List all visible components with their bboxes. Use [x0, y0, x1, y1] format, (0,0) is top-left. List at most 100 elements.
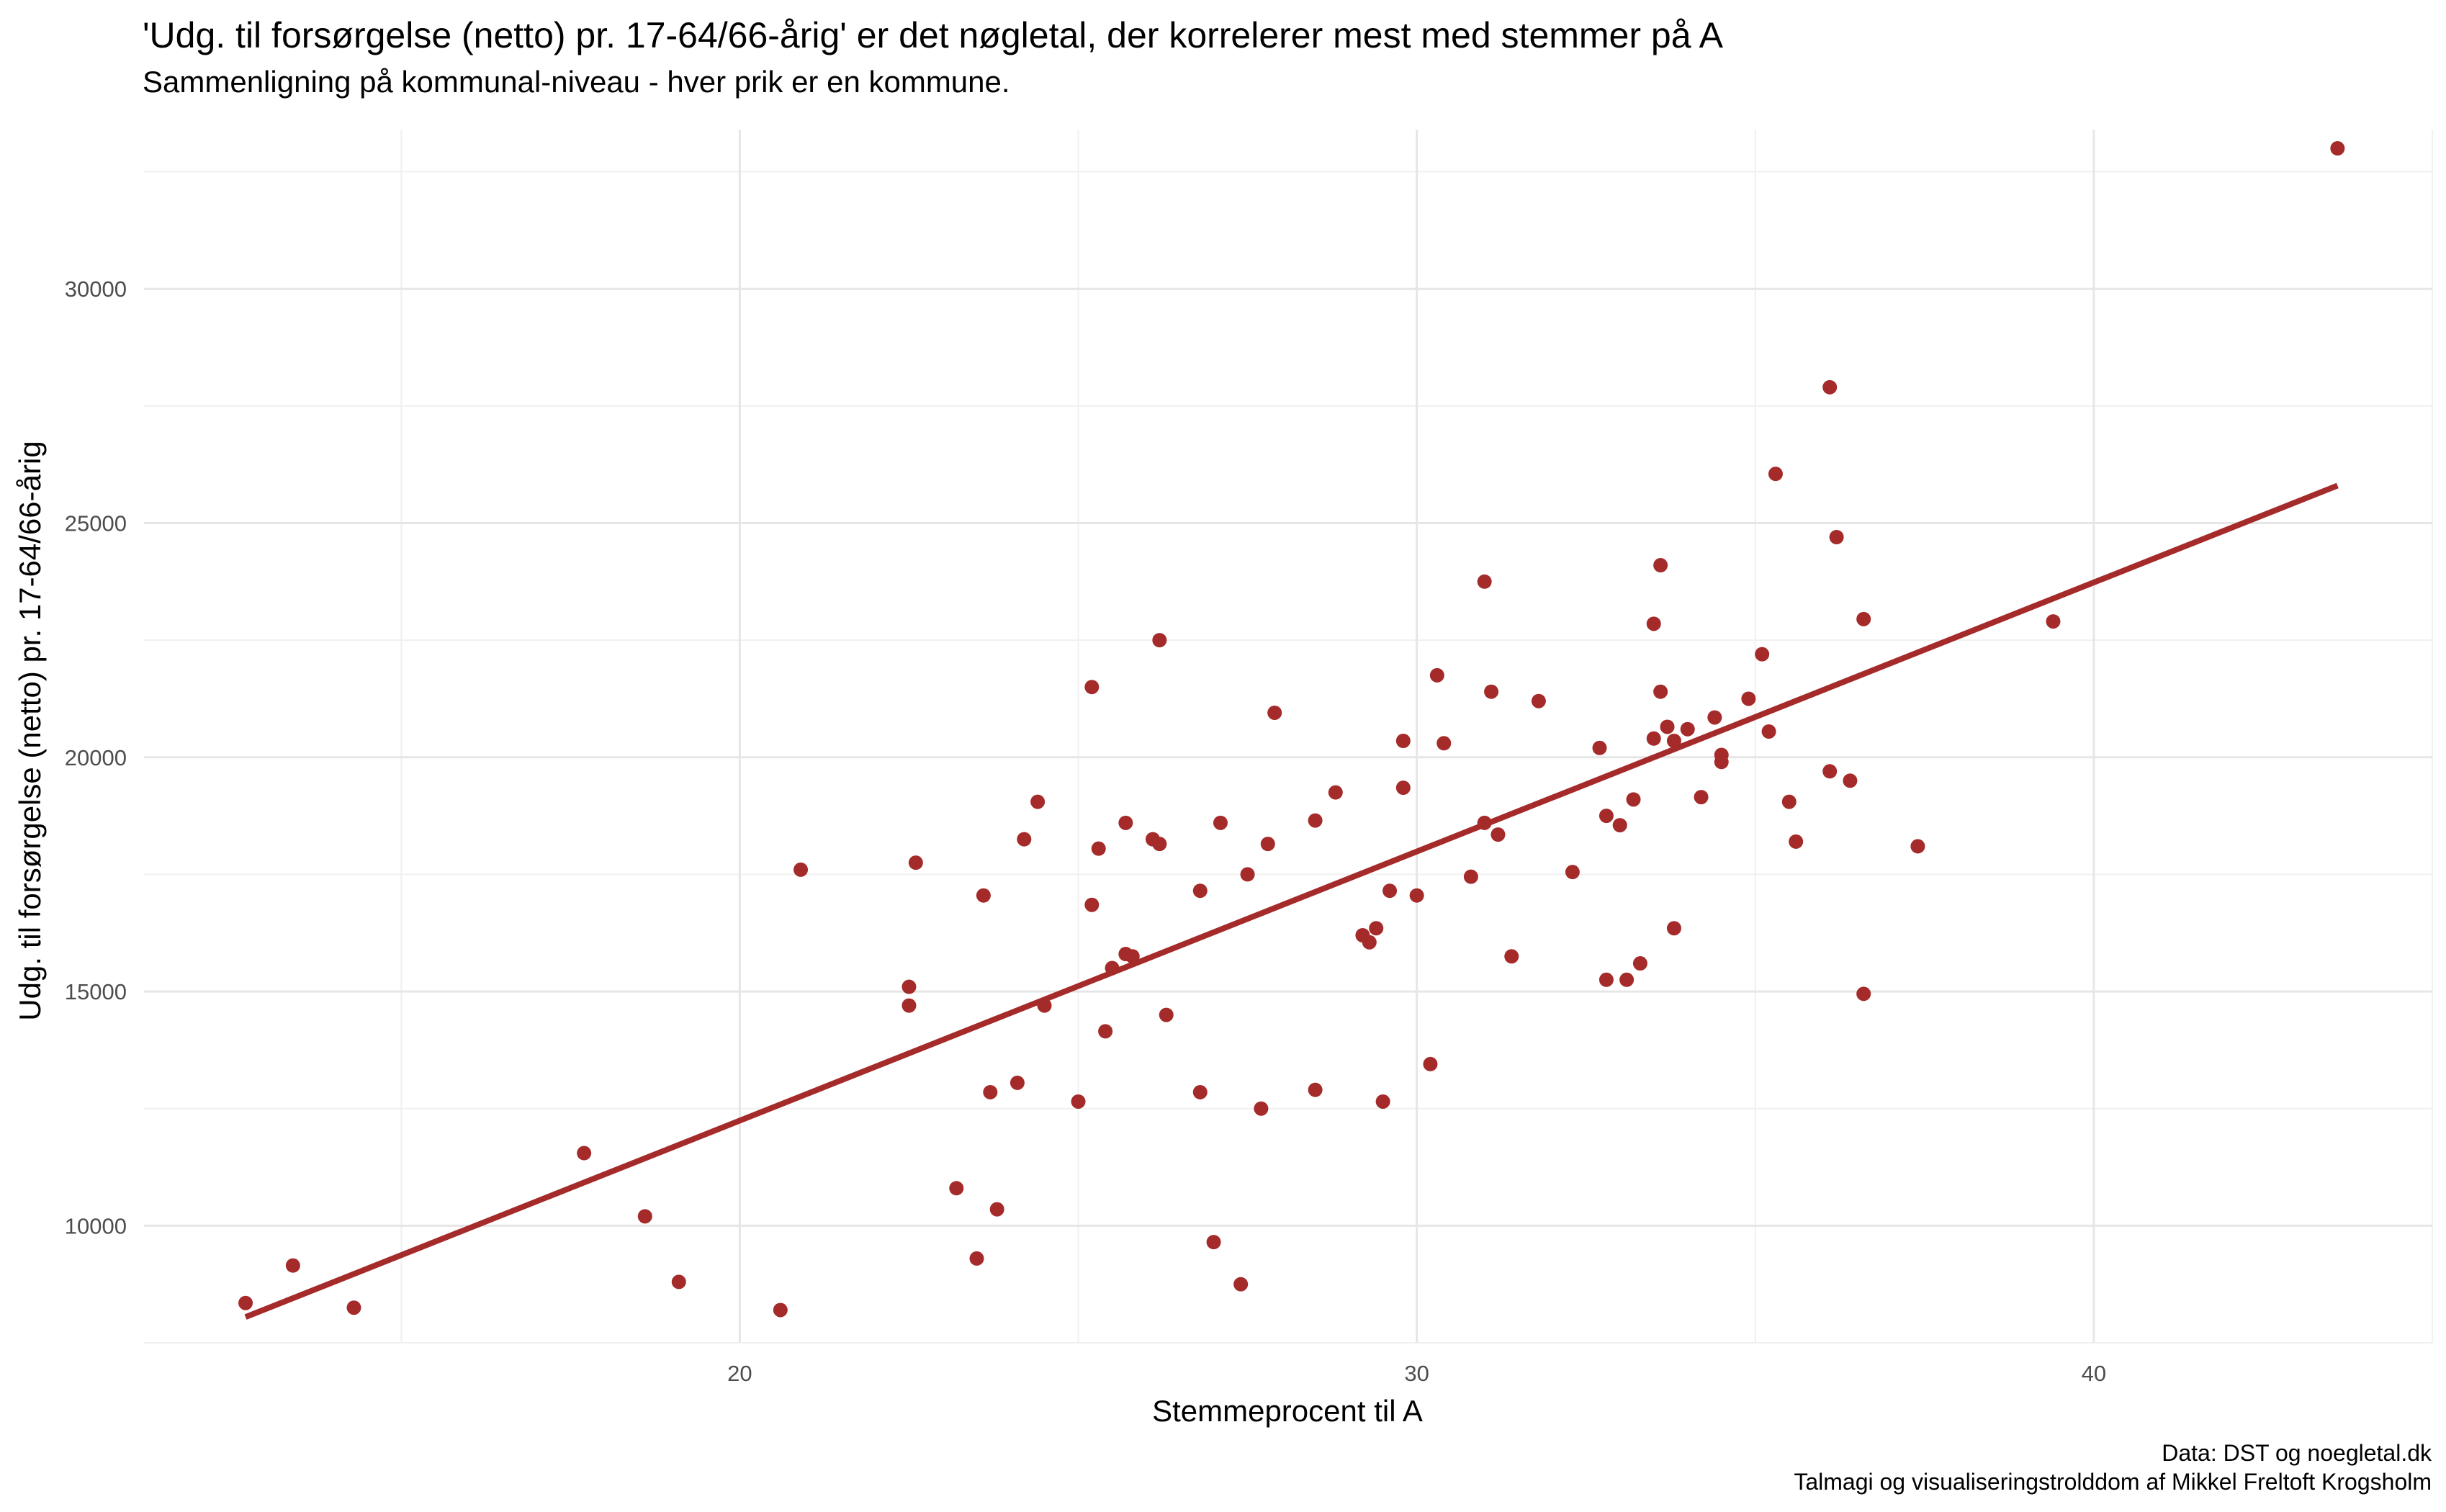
data-point [1856, 986, 1871, 1002]
data-point [1653, 684, 1668, 699]
data-point [1626, 792, 1641, 807]
data-point [1910, 839, 1925, 854]
data-point [1436, 736, 1452, 751]
data-point [901, 979, 917, 994]
data-point [1694, 790, 1709, 805]
data-point [577, 1146, 592, 1161]
data-point [1490, 827, 1506, 842]
data-point [1612, 818, 1627, 833]
data-point [1017, 832, 1032, 847]
data-point [1375, 1094, 1390, 1109]
y-tick-label: 10000 [65, 1213, 127, 1238]
data-point [346, 1300, 361, 1315]
data-point [1233, 1277, 1249, 1292]
data-point [1084, 680, 1100, 695]
data-point [671, 1274, 686, 1290]
y-axis-title: Udg. til forsørgelse (netto) pr. 17-64/6… [13, 441, 47, 1020]
chart-title: 'Udg. til forsørgelse (netto) pr. 17-64/… [143, 15, 1723, 55]
data-point [1362, 935, 1377, 950]
data-point [1761, 724, 1776, 739]
data-point [1084, 897, 1100, 912]
data-point [1822, 379, 1838, 395]
x-tick-label: 40 [2082, 1361, 2106, 1386]
trend-line [244, 482, 2339, 1320]
data-point [1395, 734, 1411, 749]
data-point [1599, 809, 1614, 824]
data-point [1565, 865, 1580, 880]
data-point [1755, 647, 1770, 662]
data-point [1328, 785, 1343, 800]
data-point [1037, 998, 1052, 1013]
data-point [1666, 734, 1681, 749]
caption-credit: Talmagi og visualiseringstrolddom af Mik… [1794, 1469, 2432, 1495]
data-point [285, 1258, 300, 1273]
data-point [949, 1181, 964, 1196]
data-point [1477, 815, 1492, 830]
y-tick-label: 15000 [65, 979, 127, 1004]
data-point [1152, 837, 1167, 852]
data-point [1599, 972, 1614, 987]
data-point [1118, 815, 1133, 830]
data-point [1666, 921, 1681, 936]
data-point [2330, 141, 2345, 156]
data-point [1423, 1056, 1438, 1071]
data-point [1152, 633, 1167, 648]
data-point [1213, 815, 1228, 830]
data-point [1382, 883, 1398, 899]
data-point [976, 888, 991, 903]
data-point [637, 1209, 652, 1224]
data-point [1619, 972, 1635, 987]
data-point [1308, 813, 1323, 828]
data-point [1632, 956, 1647, 971]
data-point [901, 998, 917, 1013]
data-point [1646, 616, 1661, 631]
data-point [983, 1084, 998, 1099]
data-point [908, 855, 923, 870]
x-tick-label: 20 [727, 1361, 752, 1386]
data-point [1504, 949, 1519, 964]
data-point [1206, 1235, 1221, 1250]
y-tick-label: 20000 [65, 745, 127, 770]
data-point [1267, 705, 1282, 720]
data-point [1395, 780, 1411, 796]
data-point [1159, 1007, 1174, 1022]
chart-subtitle: Sammenligning på kommunal-niveau - hver … [143, 65, 1010, 99]
data-point [989, 1202, 1004, 1217]
data-point [1741, 691, 1756, 706]
data-point [2046, 614, 2061, 629]
data-point [1531, 693, 1546, 708]
x-axis-title: Stemmeprocent til A [1152, 1394, 1423, 1428]
data-point [1714, 747, 1729, 762]
data-point [1829, 530, 1844, 545]
data-point [969, 1251, 984, 1266]
data-point [1409, 888, 1424, 903]
data-point [1308, 1082, 1323, 1097]
data-point [1125, 949, 1140, 964]
data-point [1646, 731, 1661, 746]
data-point [1789, 834, 1804, 849]
data-point [793, 862, 809, 877]
caption-data-source: Data: DST og noegletal.dk [2162, 1440, 2432, 1466]
data-point [1091, 841, 1106, 856]
data-point [1369, 921, 1384, 936]
y-tick-label: 25000 [65, 510, 127, 536]
y-tick-label: 30000 [65, 276, 127, 302]
data-point [1484, 684, 1499, 699]
data-point [1768, 467, 1783, 482]
data-point [1477, 574, 1492, 589]
data-point [1010, 1075, 1025, 1090]
data-point [1463, 869, 1478, 884]
x-tick-label: 30 [1404, 1361, 1429, 1386]
data-point [1105, 960, 1120, 976]
data-point [1592, 740, 1607, 755]
data-point [1822, 764, 1838, 779]
data-point [1781, 794, 1797, 809]
data-point [1071, 1094, 1086, 1109]
data-point [1707, 710, 1722, 725]
data-point [1660, 719, 1675, 734]
data-point [773, 1302, 788, 1318]
data-point [1260, 837, 1275, 852]
data-point [1680, 721, 1695, 737]
data-point [1098, 1024, 1113, 1039]
